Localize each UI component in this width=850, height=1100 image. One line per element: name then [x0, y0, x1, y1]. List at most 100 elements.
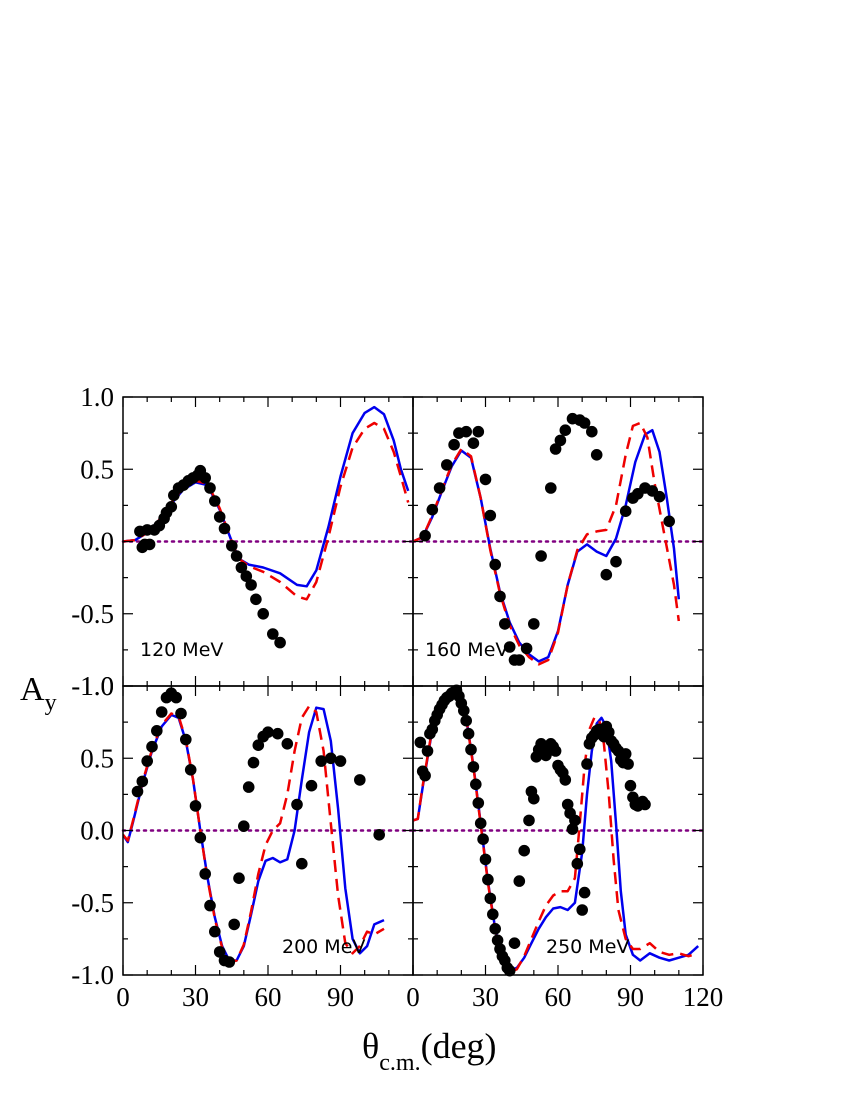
data-point [267, 628, 279, 640]
data-point [226, 540, 238, 552]
data-point [441, 459, 453, 471]
data-point [228, 918, 240, 931]
data-point [354, 774, 366, 786]
data-point [305, 779, 318, 792]
curves [123, 405, 410, 601]
y-tick-label: -1.0 [71, 671, 114, 701]
data-point [653, 490, 666, 503]
data-points [419, 412, 675, 666]
data-point [484, 509, 497, 522]
dashed-curve [413, 690, 699, 974]
data-point [487, 908, 499, 921]
data-point [155, 706, 168, 718]
data-point [489, 923, 502, 935]
y-axis-title-main: A [20, 671, 45, 708]
data-point [465, 743, 477, 756]
data-point [513, 654, 526, 666]
y-tick-label: 0.0 [80, 816, 114, 846]
data-points [131, 687, 386, 968]
data-point [189, 800, 202, 812]
data-point [421, 745, 434, 757]
data-point [467, 437, 480, 450]
data-point [223, 956, 236, 968]
data-point [581, 758, 593, 770]
data-point [250, 593, 262, 606]
data-point [143, 538, 156, 551]
data-point [296, 857, 308, 870]
data-point [576, 904, 588, 916]
x-tick-label: 30 [472, 982, 499, 1012]
y-tick-label: -1.0 [71, 960, 114, 990]
data-point [482, 873, 494, 886]
data-point [491, 934, 504, 947]
data-point [549, 745, 562, 757]
data-point [209, 925, 221, 938]
data-point [230, 550, 243, 562]
data-point [559, 424, 572, 437]
data-point [136, 775, 149, 788]
data-point [271, 727, 284, 740]
data-point [204, 482, 216, 494]
data-point [194, 831, 207, 844]
data-point [472, 425, 485, 438]
x-tick-label: 120 [683, 982, 724, 1012]
data-point [180, 733, 192, 746]
data-point [419, 529, 431, 542]
data-point [477, 833, 489, 845]
data-point [566, 823, 579, 835]
data-point [549, 443, 562, 455]
x-tick-label: 90 [327, 982, 354, 1012]
data-point [218, 522, 231, 535]
ticks [412, 685, 704, 976]
x-axis-title: θc.m.(deg) [362, 1026, 497, 1076]
data-point [433, 482, 446, 494]
tick-labels: 1.00.50.0-0.5-1.01.00.50.0-0.5-1.00 30 60 9… [71, 382, 723, 1012]
x-axis-title-main: θ [362, 1026, 379, 1066]
data-point [238, 820, 250, 832]
y-tick-label: 1.0 [80, 382, 114, 412]
y-tick-label: -0.5 [71, 888, 114, 918]
data-point [460, 714, 473, 727]
data-point [315, 755, 328, 767]
data-point [213, 511, 226, 523]
data-point [520, 642, 533, 655]
data-point [603, 726, 615, 738]
y-tick-label: 0.0 [80, 527, 114, 557]
y-tick-label: 1.0 [80, 671, 114, 701]
data-point [262, 726, 274, 738]
solid-curve [413, 691, 700, 972]
data-point [204, 899, 216, 912]
data-point [578, 886, 591, 899]
panels-group: 120 MeV 160 MeV 200 MeV 250 MeV [121, 396, 705, 977]
y-tick-label: 0.5 [80, 743, 114, 773]
data-point [554, 434, 567, 447]
data-point [325, 752, 337, 765]
x-axis-title-unit: (deg) [421, 1026, 497, 1066]
data-point [535, 550, 547, 562]
curves [413, 421, 681, 666]
data-point [610, 555, 622, 568]
solid-curve [413, 428, 681, 663]
data-point [663, 515, 675, 528]
x-tick-label: 60 [255, 982, 282, 1012]
data-point [141, 755, 153, 767]
data-point [590, 449, 603, 461]
data-point [209, 495, 221, 507]
data-point [291, 798, 303, 811]
data-point [479, 473, 492, 486]
data-point [245, 579, 257, 591]
data-point [489, 558, 502, 571]
data-point [426, 503, 439, 516]
data-point [484, 892, 497, 905]
x-axis-title-sub: c.m. [379, 1050, 420, 1076]
data-point [474, 817, 487, 830]
data-point [240, 570, 253, 582]
data-point [373, 829, 386, 841]
curves [413, 690, 700, 974]
data-point [274, 636, 286, 649]
data-point [426, 723, 439, 736]
data-point [213, 946, 226, 958]
data-point [131, 785, 144, 798]
x-tick-label: 30 [182, 982, 209, 1012]
data-point [545, 482, 557, 494]
